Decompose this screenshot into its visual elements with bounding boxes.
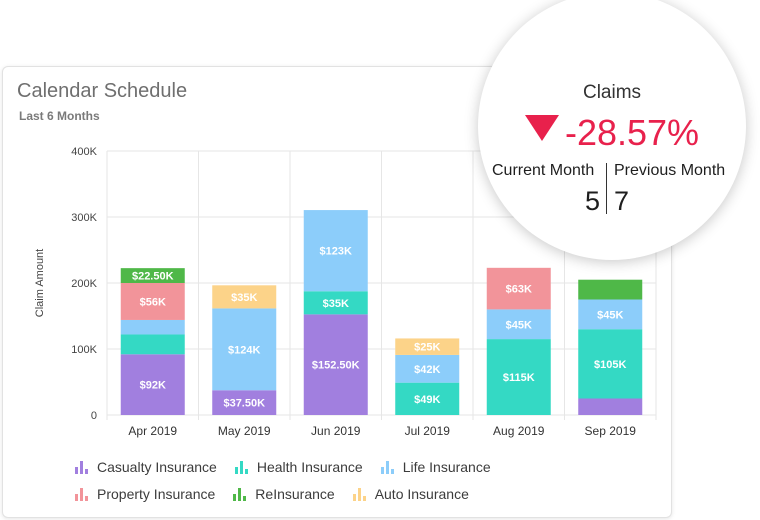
legend-item[interactable]: Property Insurance (75, 485, 215, 502)
bar-chart-icon (352, 487, 367, 501)
bar-segment (578, 398, 643, 415)
legend-label: Life Insurance (402, 458, 491, 475)
data-label: $35K (323, 298, 349, 310)
legend-item[interactable]: Life Insurance (380, 458, 491, 475)
bar-segment (395, 382, 460, 415)
bar-segment (486, 339, 551, 415)
bar-segment (578, 299, 643, 330)
current-month-value: 5 (585, 186, 601, 216)
legend-label: Casualty Insurance (97, 458, 217, 475)
data-label: $123K (320, 246, 352, 258)
legend-label: ReInsurance (255, 485, 335, 502)
bar-segment (120, 268, 185, 283)
bar-segment (303, 291, 368, 315)
data-label: $115K (503, 372, 535, 384)
bar-segment (578, 279, 643, 300)
kpi-title: Claims (582, 82, 642, 103)
x-tick-label: Jul 2019 (405, 424, 451, 438)
x-tick-label: Sep 2019 (585, 424, 637, 438)
kpi-divider (606, 163, 607, 214)
bar-segment (120, 354, 185, 415)
current-month-label: Current Month (492, 162, 595, 179)
data-label: $56K (140, 296, 166, 308)
x-tick-label: Apr 2019 (128, 424, 177, 438)
x-tick-label: May 2019 (218, 424, 271, 438)
data-label: $92K (140, 380, 166, 392)
chart-legend: Casualty Insurance Health Insurance Life I… (75, 458, 655, 502)
bar-segment (578, 329, 643, 399)
bar-segment (212, 390, 277, 415)
y-tick-label: 300K (71, 212, 97, 224)
data-label: $37.50K (223, 398, 265, 410)
x-tick-label: Jun 2019 (311, 424, 361, 438)
data-label: $45K (506, 319, 532, 331)
bar-segment (212, 308, 277, 391)
legend-label: Property Insurance (97, 485, 216, 502)
bar-chart-icon (380, 460, 395, 474)
bar-segment (486, 267, 551, 310)
y-tick-label: 400K (71, 146, 97, 158)
data-label: $45K (597, 309, 623, 321)
bar-segment (395, 338, 460, 355)
data-label: $25K (414, 342, 440, 354)
y-axis-title: Claim Amount (34, 249, 46, 317)
data-label: $22.50K (132, 271, 174, 283)
kpi-change-value: -28.57% (564, 112, 700, 153)
bar-segment (303, 314, 368, 415)
bar-segment (303, 210, 368, 292)
card-subtitle: Last 6 Months (19, 109, 100, 123)
data-label: $42K (414, 364, 440, 376)
previous-month-label: Previous Month (614, 162, 726, 179)
bar-segment (120, 334, 185, 355)
bar-chart-icon (75, 487, 89, 501)
previous-month-value: 7 (614, 186, 630, 216)
data-label: $105K (594, 359, 626, 371)
bar-segment (395, 354, 460, 383)
legend-item[interactable]: Casualty Insurance (75, 458, 217, 475)
legend-label: Auto Insurance (374, 485, 469, 502)
data-label: $152.50K (312, 360, 360, 372)
bar-segment (486, 309, 551, 340)
bar-segment (120, 319, 185, 335)
legend-item[interactable]: ReInsurance (233, 485, 335, 502)
data-label: $124K (228, 344, 260, 356)
claims-kpi-badge: Claims -28.57% Current Month Previous Mo… (478, 0, 746, 260)
card-title: Calendar Schedule (17, 80, 188, 102)
bar-chart-icon (75, 460, 89, 474)
triangle-down-icon (524, 115, 559, 141)
bar-segment (120, 283, 185, 320)
y-tick-label: 0 (91, 410, 97, 422)
legend-item[interactable]: Health Insurance (234, 458, 363, 475)
data-label: $35K (231, 292, 257, 304)
y-tick-label: 100K (71, 344, 97, 356)
bar-segment (212, 285, 277, 309)
legend-item[interactable]: Auto Insurance (352, 485, 469, 502)
data-label: $49K (414, 394, 440, 406)
y-tick-label: 200K (71, 278, 97, 290)
bar-chart-icon (233, 487, 247, 501)
legend-label: Health Insurance (256, 458, 363, 475)
stacked-bar-chart: 0 100K 200K 300K 400K Claim Amount $92K $56K $22… (34, 146, 657, 438)
kpi-change: -28.57% (478, 112, 746, 154)
bar-chart-icon (234, 460, 249, 474)
data-label: $63K (506, 284, 532, 296)
x-tick-label: Aug 2019 (493, 424, 545, 438)
